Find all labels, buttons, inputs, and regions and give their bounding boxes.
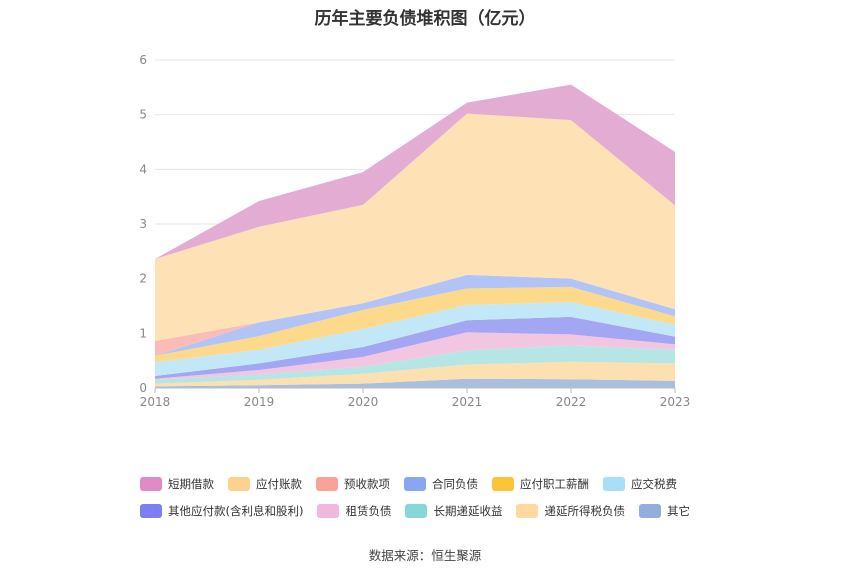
x-tick-label: 2018	[140, 395, 171, 409]
legend-label: 长期递延收益	[433, 503, 503, 518]
x-tick-label: 2020	[348, 395, 379, 409]
legend-row: 其他应付款(含利息和股利) 租赁负债 长期递延收益 递延所得税负债 其它	[140, 497, 740, 524]
legend-swatch	[317, 503, 340, 518]
legend-item[interactable]: 应交税费	[603, 476, 677, 492]
area-series	[155, 113, 675, 341]
legend-item[interactable]: 递延所得税负债	[516, 503, 625, 519]
legend-item[interactable]: 应付账款	[228, 476, 302, 492]
legend-item[interactable]: 长期递延收益	[405, 503, 502, 519]
legend-item[interactable]: 其它	[638, 503, 690, 519]
area-series	[155, 345, 675, 384]
area-series	[155, 84, 675, 259]
x-tick-label: 2023	[660, 395, 691, 409]
legend-swatch	[140, 503, 162, 518]
legend-swatch	[603, 476, 625, 491]
legend-item[interactable]: 租赁负债	[317, 503, 391, 519]
area-series-group	[155, 84, 675, 388]
legend-swatch	[516, 503, 539, 518]
source-note: 数据来源：恒生聚源	[368, 548, 482, 563]
axes: 0 1 2 3 4 5 6 2018 2019 2020 2021 2022 2023	[139, 53, 690, 409]
legend-item[interactable]: 短期借款	[140, 476, 214, 492]
x-tick-label: 2019	[244, 395, 275, 409]
area-series	[155, 274, 675, 356]
legend-label: 应交税费	[631, 476, 677, 491]
y-tick-label: 2	[139, 272, 147, 286]
y-tick-label: 1	[139, 326, 147, 340]
chart-title: 历年主要负债堆积图（亿元）	[314, 9, 536, 29]
area-series	[155, 302, 675, 376]
y-tick-label: 5	[139, 108, 147, 122]
y-tick-label: 3	[139, 217, 147, 231]
area-series	[155, 316, 675, 379]
legend-item[interactable]: 合同负债	[404, 476, 478, 492]
legend-swatch	[405, 503, 428, 518]
legend-swatch	[638, 503, 661, 518]
legend-label: 其他应付款(含利息和股利)	[168, 503, 304, 518]
y-tick-label: 0	[139, 381, 147, 395]
x-tick-label: 2022	[556, 395, 587, 409]
legend-label: 预收款项	[344, 476, 390, 491]
legend-item[interactable]: 应付职工薪酬	[492, 476, 589, 492]
legend: 短期借款 应付账款 预收款项 合同负债 应付职工薪酬 应交税费 其他应付款(含利息和股利)…	[140, 470, 740, 524]
area-series	[155, 286, 675, 363]
y-tick-label: 4	[139, 162, 147, 176]
y-tick-label: 6	[139, 53, 147, 67]
legend-label: 合同负债	[432, 476, 478, 491]
legend-label: 递延所得税负债	[544, 503, 625, 518]
legend-label: 租赁负债	[345, 503, 392, 518]
legend-row: 短期借款 应付账款 预收款项 合同负债 应付职工薪酬 应交税费	[140, 470, 740, 497]
legend-swatch	[404, 476, 426, 491]
legend-item[interactable]: 其他应付款(含利息和股利)	[140, 503, 303, 519]
legend-swatch	[228, 476, 250, 491]
area-series	[155, 378, 675, 388]
chart-plot: 0 1 2 3 4 5 6 2018 2019 2020 2021 2022 2023	[139, 53, 690, 409]
legend-label: 应付职工薪酬	[520, 476, 589, 491]
legend-item[interactable]: 预收款项	[316, 476, 390, 492]
x-tick-label: 2021	[452, 395, 483, 409]
legend-label: 其它	[666, 503, 690, 518]
legend-label: 短期借款	[168, 476, 214, 491]
area-series	[155, 361, 675, 387]
area-series	[155, 332, 675, 380]
legend-swatch	[492, 476, 514, 491]
legend-label: 应付账款	[256, 476, 302, 491]
legend-swatch	[140, 476, 162, 491]
legend-swatch	[316, 476, 338, 491]
